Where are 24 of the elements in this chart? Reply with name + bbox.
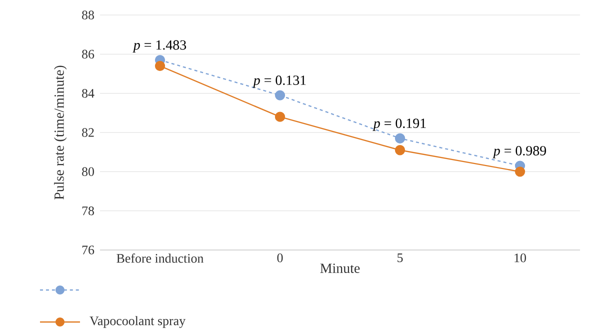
point	[394, 145, 406, 156]
point	[274, 112, 286, 122]
y-tick-label: 84	[82, 88, 94, 98]
x-axis-title: Minute	[320, 264, 360, 273]
y-tick-label: 88	[82, 10, 94, 20]
annotation: p = 0.191	[372, 118, 426, 131]
y-tick-label: 76	[82, 246, 94, 254]
legend-label: Vapocoolant spray	[90, 316, 186, 328]
y-tick-label: 86	[82, 50, 94, 59]
x-tick-label: 0	[277, 254, 283, 262]
x-tick-label: Before induction	[116, 254, 204, 263]
point	[514, 166, 526, 177]
x-tick-label: 5	[398, 254, 403, 262]
annotation: p = 1.483	[132, 40, 186, 53]
point	[154, 60, 166, 71]
point	[394, 133, 406, 144]
point	[274, 90, 286, 100]
y-tick-label: 82	[82, 128, 94, 137]
x-tick-label: 10	[514, 254, 526, 262]
annotation: p = 0.989	[492, 146, 546, 158]
y-axis-title: Pulse rate (time/minute)	[54, 66, 67, 200]
y-tick-label: 78	[82, 206, 94, 216]
annotation: p = 0.131	[252, 76, 306, 88]
y-tick-label: 80	[82, 167, 94, 176]
